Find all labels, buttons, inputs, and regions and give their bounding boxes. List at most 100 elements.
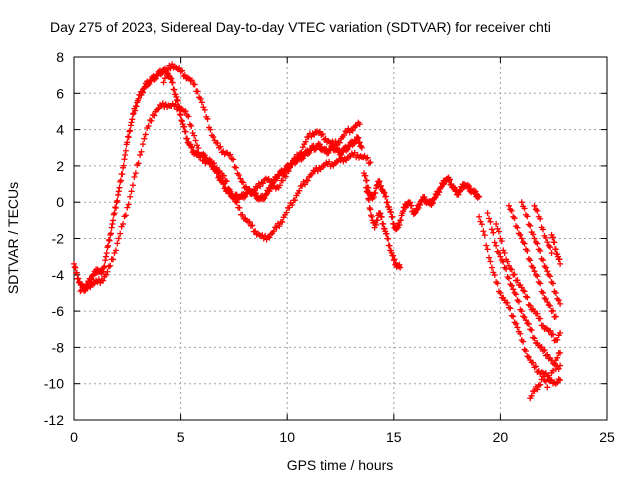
data-point-interp: [148, 117, 155, 124]
data-point-interp: [191, 132, 198, 139]
data-point-interp: [377, 210, 384, 217]
data-point-interp: [181, 123, 188, 130]
data-point-interp: [382, 193, 389, 200]
data-point-interp: [95, 276, 102, 283]
data-point: [527, 257, 534, 264]
data-point-interp: [127, 193, 134, 200]
data-point: [544, 351, 551, 358]
x-tick-label: 5: [177, 429, 185, 445]
data-point-interp: [374, 217, 381, 224]
data-point-interp: [547, 327, 554, 334]
data-point-interp: [242, 193, 249, 200]
data-point-interp: [495, 250, 502, 257]
data-point: [354, 135, 361, 142]
data-point-interp: [110, 256, 117, 263]
data-point: [160, 79, 167, 86]
data-point: [122, 152, 129, 159]
data-point-interp: [397, 217, 404, 224]
data-point: [115, 235, 122, 242]
data-point: [198, 99, 205, 106]
data-point: [188, 122, 195, 129]
data-point-interp: [270, 228, 277, 235]
data-point: [207, 126, 214, 133]
data-point-interp: [100, 277, 107, 284]
data-point-interp: [524, 213, 531, 220]
data-point: [540, 226, 547, 233]
data-point-interp: [491, 239, 498, 246]
data-point-interp: [108, 224, 115, 231]
data-point-interp: [119, 171, 126, 178]
data-point-interp: [127, 127, 134, 134]
data-point: [484, 210, 491, 217]
data-point-interp: [114, 197, 121, 204]
data-point-interp: [105, 236, 112, 243]
data-point: [493, 220, 500, 227]
data-point-interp: [332, 138, 339, 145]
data-point-interp: [524, 247, 531, 254]
data-point: [544, 384, 551, 391]
data-point-interp: [534, 310, 541, 317]
data-point-interp: [491, 272, 498, 279]
data-point-interp: [381, 189, 388, 196]
data-point-interp: [236, 204, 243, 211]
data-point-interp: [408, 202, 415, 209]
data-point-interp: [142, 131, 149, 138]
data-point: [412, 210, 419, 217]
data-point-interp: [370, 194, 377, 201]
data-point: [124, 204, 131, 211]
data-point-interp: [365, 160, 372, 167]
data-point-interp: [174, 97, 181, 104]
data-point: [286, 204, 293, 211]
data-point-interp: [530, 334, 537, 341]
y-tick-labels: -12 -10 -8 -6 -4 -2 0 2 4 6 8: [44, 49, 64, 428]
data-point: [557, 300, 564, 307]
data-point-interp: [152, 75, 159, 82]
data-point: [356, 139, 363, 146]
data-point-interp: [483, 242, 490, 249]
data-point-interp: [378, 213, 385, 220]
data-point-interp: [524, 353, 531, 360]
data-point: [540, 257, 547, 264]
data-point-interp: [542, 296, 549, 302]
data-point-interp: [555, 365, 562, 372]
data-point-interp: [127, 122, 134, 129]
data-point-interp: [504, 258, 511, 265]
data-point-interp: [197, 95, 204, 102]
data-point: [531, 235, 538, 242]
data-point-interp: [487, 258, 494, 265]
data-point: [497, 289, 504, 296]
data-point-interp: [383, 230, 390, 237]
data-point-interp: [129, 111, 136, 118]
y-tick-label: -4: [52, 267, 65, 283]
data-point-interp: [102, 257, 109, 264]
data-point-interp: [508, 312, 515, 319]
data-point-interp: [541, 295, 548, 302]
data-point-interp: [524, 294, 531, 301]
data-point-interp: [555, 376, 562, 383]
data-point-interp: [486, 254, 493, 261]
data-point-interp: [551, 239, 558, 246]
data-point-interp: [161, 75, 168, 82]
data-point-interp: [112, 204, 119, 211]
data-point-interp: [240, 179, 247, 186]
data-point-interp: [129, 116, 136, 123]
data-point: [557, 260, 564, 267]
data-point: [557, 377, 564, 384]
data-point-interp: [146, 80, 153, 87]
data-point-interp: [117, 230, 124, 237]
data-point-interp: [204, 115, 211, 122]
data-point-interp: [298, 149, 305, 156]
data-point: [171, 86, 178, 93]
data-point-interp: [107, 230, 114, 237]
data-point-interp: [316, 141, 323, 148]
data-point: [213, 164, 220, 171]
data-point: [557, 329, 564, 336]
data-point-interp: [73, 269, 80, 276]
y-tick-label: 8: [56, 49, 64, 65]
data-point-interp: [364, 154, 371, 161]
data-point-interp: [301, 181, 308, 188]
data-point-interp: [421, 193, 428, 200]
data-point-interp: [319, 131, 326, 138]
data-point-interp: [520, 287, 527, 294]
data-point-interp: [122, 147, 129, 154]
